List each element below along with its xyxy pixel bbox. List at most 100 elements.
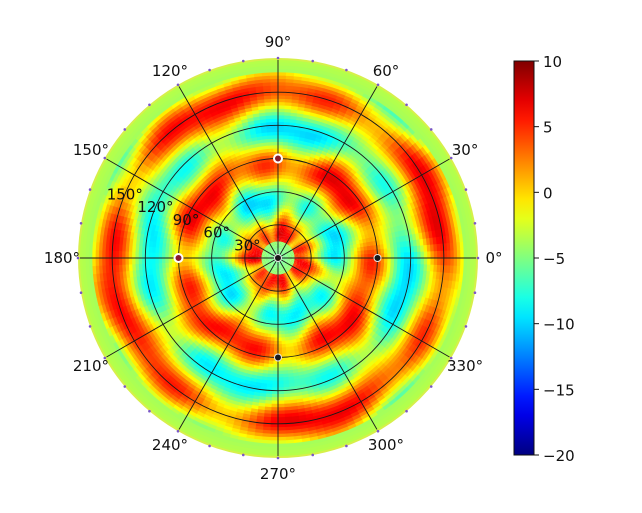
heatmap-cell (297, 259, 302, 262)
heatmap-cell (234, 248, 240, 252)
heatmap-cell (260, 259, 265, 262)
heatmap-cell (257, 255, 262, 257)
heatmap-cell (263, 238, 267, 243)
heatmap-cell (287, 256, 292, 258)
heatmap-cell (276, 264, 278, 269)
heatmap-cell (262, 277, 266, 281)
heatmap-cell (280, 253, 284, 256)
heatmap-cell (270, 262, 274, 267)
heatmap-cell (261, 261, 266, 264)
heatmap-cell (279, 297, 282, 302)
heatmap-cell (275, 240, 277, 245)
heatmap-cell (267, 264, 271, 268)
heatmap-cell (291, 256, 296, 258)
heatmap-cell (311, 240, 316, 245)
heatmap-cell (285, 243, 289, 248)
heatmap-cell (276, 244, 278, 249)
heatmap-cell (261, 260, 266, 262)
heatmap-cell (291, 240, 295, 244)
heatmap-cell (280, 252, 284, 256)
heatmap-cell (290, 276, 294, 281)
heatmap-cell (275, 271, 277, 276)
heatmap-cell (290, 239, 295, 244)
heatmap-cell (275, 261, 277, 265)
heatmap-cell (284, 247, 288, 251)
heatmap-cell (271, 255, 275, 258)
heatmap-cell (261, 231, 265, 236)
heatmap-cell (281, 297, 284, 302)
heatmap-cell (274, 220, 277, 225)
heatmap-cell (243, 269, 248, 273)
heatmap-cell (259, 279, 263, 283)
heatmap-cell (292, 241, 297, 246)
heatmap-cell (279, 267, 281, 272)
heatmap-cell (265, 233, 269, 238)
heatmap-cell (295, 246, 300, 250)
heatmap-cell (265, 289, 269, 294)
heatmap-cell (272, 294, 275, 299)
heatmap-cell (259, 242, 263, 246)
heatmap-cell (273, 252, 276, 256)
heatmap-cell (229, 271, 235, 276)
heatmap-cell (285, 248, 289, 252)
heatmap-cell (284, 259, 289, 261)
heatmap-cell (293, 243, 298, 247)
heatmap-cell (283, 214, 286, 219)
heatmap-cell (253, 267, 258, 271)
heatmap-cell (275, 284, 277, 289)
heatmap-cell (285, 279, 289, 284)
heatmap-cell (242, 246, 247, 250)
heatmap-cell (264, 259, 269, 261)
heatmap-cell (311, 271, 316, 276)
heatmap-cell (292, 241, 296, 245)
heatmap-cell (283, 266, 286, 270)
heatmap-cell (281, 211, 285, 216)
heatmap-cell (285, 268, 289, 273)
heatmap-cell (287, 258, 292, 260)
heatmap-cell (287, 245, 291, 250)
heatmap-cell (231, 247, 236, 251)
heatmap-cell (302, 265, 308, 269)
heatmap-cell (278, 247, 280, 252)
heatmap-cell (287, 289, 291, 294)
heatmap-cell (274, 267, 276, 272)
heatmap-cell (273, 263, 276, 268)
heatmap-cell (276, 240, 278, 245)
heatmap-cell (285, 211, 289, 216)
heatmap-cell (268, 247, 272, 251)
heatmap-cell (313, 264, 318, 267)
heatmap-cell (268, 260, 272, 263)
heatmap-cell (237, 259, 242, 262)
heatmap-cell (267, 256, 272, 258)
heatmap-cell (275, 227, 277, 232)
heatmap-cell (248, 264, 253, 268)
heatmap-cell (300, 261, 305, 264)
heatmap-cell (273, 267, 276, 272)
heatmap-cell (323, 249, 328, 252)
heatmap-cell (292, 248, 297, 251)
heatmap-cell (258, 278, 262, 283)
heatmap-cell (263, 248, 268, 251)
heatmap-cell (288, 237, 292, 242)
heatmap-cell (281, 249, 285, 253)
heatmap-cell (269, 211, 273, 216)
heatmap-cell (248, 250, 253, 253)
heatmap-cell (268, 296, 272, 302)
heatmap-cell (271, 234, 274, 239)
heatmap-cell (261, 239, 266, 244)
heatmap-cell (281, 217, 284, 222)
heatmap-cell (280, 237, 282, 242)
heatmap-cell (301, 259, 306, 262)
heatmap-cell (287, 241, 291, 245)
heatmap-cell (268, 253, 272, 256)
heatmap-cell (255, 249, 260, 253)
heatmap-cell (248, 265, 254, 269)
heatmap-cell (227, 251, 232, 255)
heatmap-cell (283, 276, 286, 282)
heatmap-cell (279, 291, 282, 296)
heatmap-cell (253, 238, 258, 242)
heatmap-cell (260, 209, 265, 215)
heatmap-cell (293, 251, 298, 254)
heatmap-cell (270, 266, 273, 270)
